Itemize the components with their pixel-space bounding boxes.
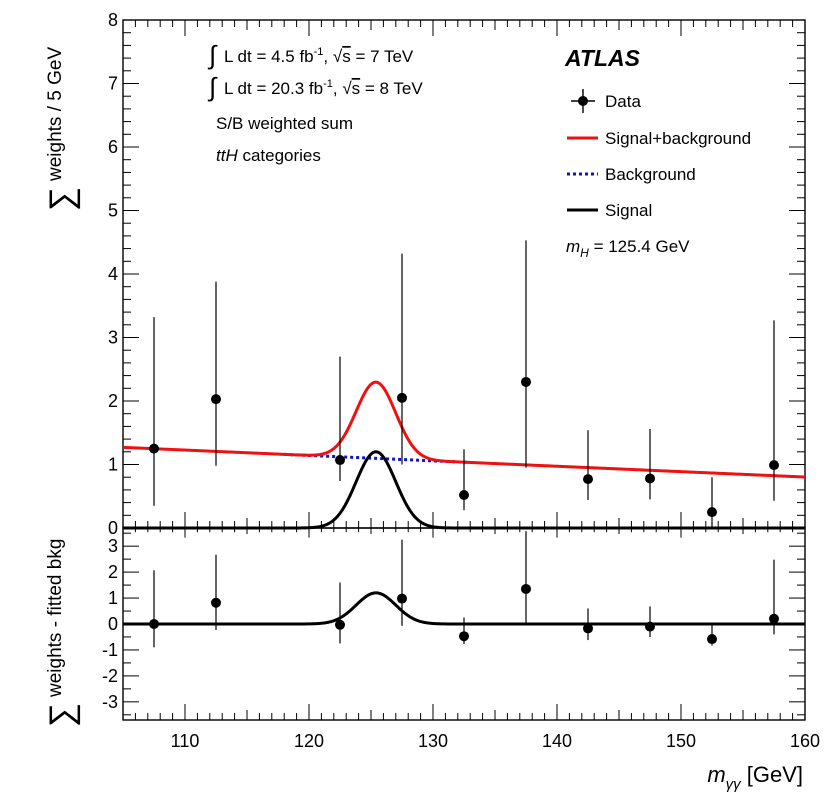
res-y-tick-label: 2 <box>108 562 118 582</box>
residual-y-axis-title: ∑ weights - fitted bkg <box>43 539 81 728</box>
lumi-7tev-annotation: ∫ L dt = 4.5 fb-1, √s = 7 TeV <box>207 40 414 70</box>
x-axis-title: mγγ [GeV] <box>707 762 803 793</box>
higgs-mass-annotation: mH = 125.4 GeV <box>566 237 690 260</box>
main-data-point <box>149 443 159 454</box>
lumi-8-mid: , <box>333 79 342 98</box>
lumi-8-exp: -1 <box>323 78 333 90</box>
main-y-tick-label: 2 <box>108 391 118 411</box>
x-axis-unit: [GeV] <box>741 762 803 787</box>
lumi-8-s: s <box>352 79 361 98</box>
res-y-tick-label: -3 <box>102 692 118 712</box>
x-tick-label: 150 <box>666 731 696 751</box>
legend-label-signal: Signal <box>605 201 652 220</box>
residual-data-point <box>583 623 593 634</box>
category-rest: categories <box>238 146 321 165</box>
residual-data-point <box>397 593 407 604</box>
residual-data-point <box>211 597 221 608</box>
legend-data-marker <box>578 96 588 106</box>
category-annotation: ttH categories <box>216 146 321 165</box>
main-y-tick-label: 4 <box>108 264 118 284</box>
lumi-8-post: = 8 TeV <box>360 79 423 98</box>
x-tick-label: 110 <box>171 731 200 751</box>
residual-y-sigma: ∑ <box>43 703 81 727</box>
lumi-8-pre: L dt = 20.3 fb <box>224 79 323 98</box>
lumi-7-exp: -1 <box>314 46 324 58</box>
legend-entry-background: Background <box>567 165 696 184</box>
residual-data-point <box>645 621 655 632</box>
main-data-point <box>583 474 593 485</box>
residual-data-point <box>521 583 531 594</box>
x-axis-var: m <box>707 762 725 787</box>
atlas-label: ATLAS <box>564 45 641 71</box>
weighting-annotation: S/B weighted sum <box>216 114 353 133</box>
residual-axis-ticks: 110 120 130 140 150 160 -3 -2 -1 0 1 2 3 <box>102 528 820 751</box>
main-data-point <box>707 507 717 518</box>
res-y-tick-label: 0 <box>108 614 118 634</box>
main-data-point <box>211 394 221 405</box>
lumi-7-post: = 7 TeV <box>351 47 414 66</box>
legend-label-data: Data <box>605 92 641 111</box>
legend-entry-data: Data <box>571 89 641 113</box>
residual-data-points <box>149 531 779 648</box>
legend-label-background: Background <box>605 165 696 184</box>
res-y-tick-label: 3 <box>108 536 118 556</box>
signal-curve <box>123 450 805 530</box>
main-data-point <box>521 376 531 387</box>
category-italic: ttH <box>216 146 238 165</box>
integral-sign: ∫ <box>207 72 218 102</box>
x-tick-label: 130 <box>418 731 448 751</box>
main-data-point <box>335 455 345 466</box>
residual-data-point <box>149 619 159 629</box>
res-y-tick-label: -1 <box>102 640 118 660</box>
mass-sub: H <box>580 246 589 260</box>
legend-entry-signal: Signal <box>567 201 652 220</box>
main-y-tick-label: 1 <box>108 455 118 475</box>
main-data-point <box>645 473 655 484</box>
main-y-tick-label: 5 <box>108 201 118 221</box>
res-y-tick-label: 1 <box>108 588 118 608</box>
svg-text:L dt = 4.5 fb-1, √s = 7 TeV: L dt = 4.5 fb-1, √s = 7 TeV <box>224 46 414 66</box>
integral-sign: ∫ <box>207 40 218 70</box>
main-y-tick-label: 7 <box>108 74 118 94</box>
main-data-points <box>149 240 779 528</box>
svg-text:L dt = 20.3 fb-1, √s = 8 TeV: L dt = 20.3 fb-1, √s = 8 TeV <box>224 78 423 98</box>
residual-y-label: weights - fitted bkg <box>45 539 66 698</box>
residual-data-point <box>459 631 469 642</box>
legend-entry-signal-plus-background: Signal+background <box>567 129 751 148</box>
lumi-8tev-annotation: ∫ L dt = 20.3 fb-1, √s = 8 TeV <box>207 72 423 102</box>
main-data-point <box>459 489 469 500</box>
residual-data-point <box>769 613 779 624</box>
x-axis-sub: γγ <box>726 776 743 793</box>
main-y-axis-title: ∑ weights / 5 GeV <box>43 47 81 212</box>
residual-data-point <box>707 634 717 645</box>
main-data-point <box>769 460 779 471</box>
mass-value: = 125.4 GeV <box>589 237 690 256</box>
main-y-tick-label: 8 <box>108 10 118 30</box>
main-y-tick-label: 3 <box>108 328 118 348</box>
res-y-tick-label: -2 <box>102 666 118 686</box>
lumi-7-s: s <box>342 47 351 66</box>
lumi-7-mid: , <box>323 47 332 66</box>
lumi-7-pre: L dt = 4.5 fb <box>224 47 314 66</box>
residual-data-point <box>335 619 345 630</box>
main-y-sigma: ∑ <box>43 187 81 211</box>
mass-var: m <box>566 237 580 256</box>
main-y-tick-label: 6 <box>108 137 118 157</box>
main-y-tick-label: 0 <box>108 518 118 538</box>
x-tick-label: 160 <box>790 731 820 751</box>
main-data-point <box>397 392 407 403</box>
main-y-label: weights / 5 GeV <box>45 47 66 182</box>
x-tick-label: 120 <box>294 731 324 751</box>
legend: Data Signal+background Background Signal <box>567 89 751 220</box>
legend-label-signal-plus-background: Signal+background <box>605 129 751 148</box>
x-tick-label: 140 <box>542 731 572 751</box>
